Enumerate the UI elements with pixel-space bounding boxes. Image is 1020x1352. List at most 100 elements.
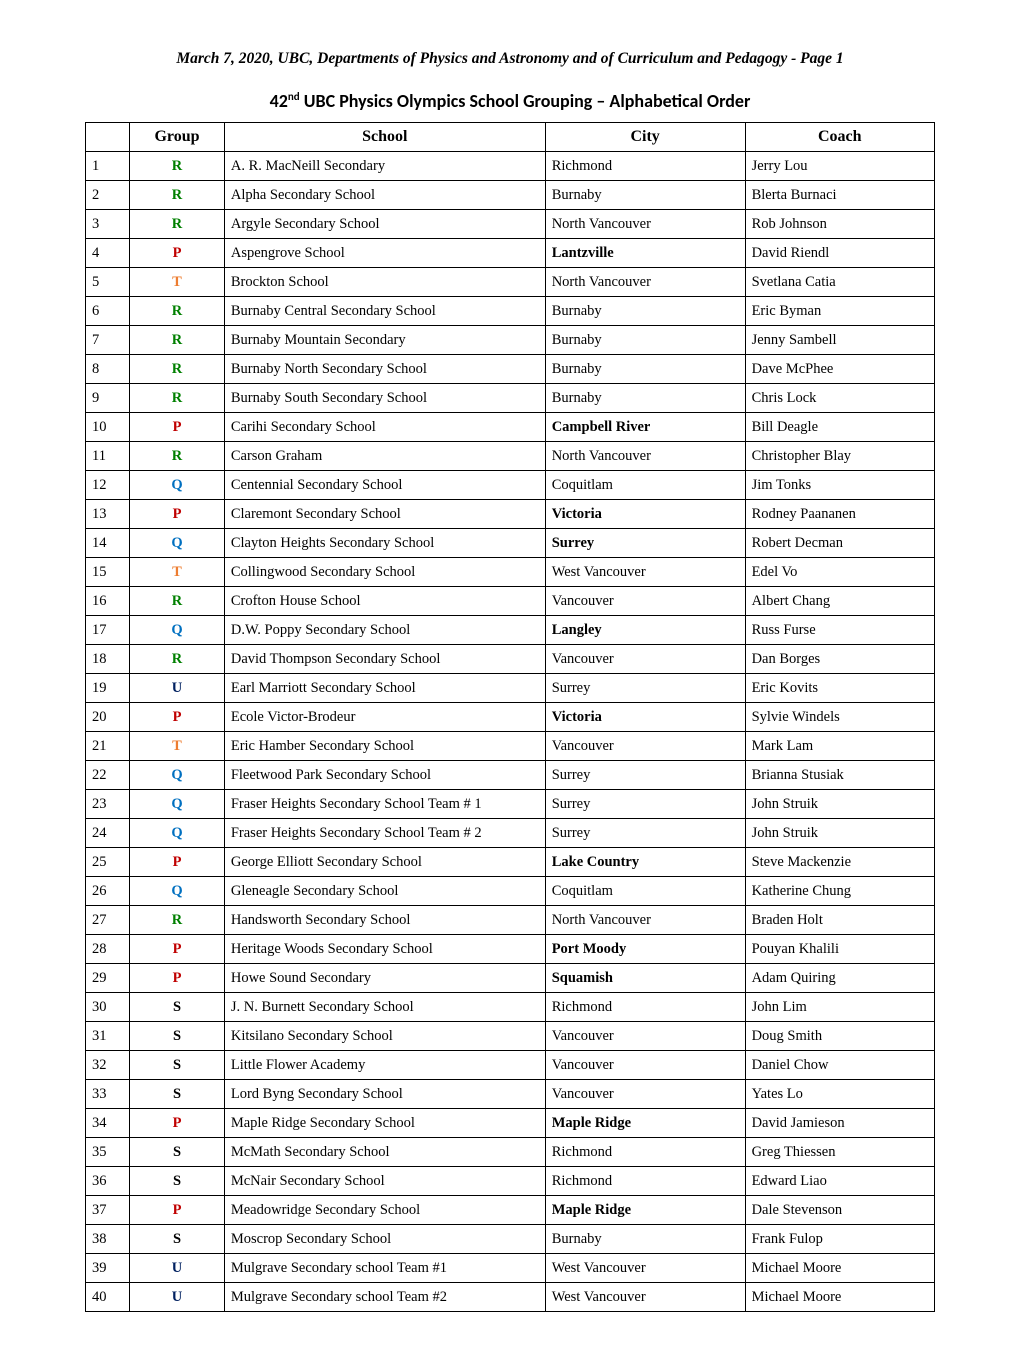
table-row: 3RArgyle Secondary SchoolNorth Vancouver… [86, 210, 935, 239]
cell-num: 17 [86, 616, 130, 645]
cell-city: Lake Country [545, 848, 745, 877]
cell-num: 19 [86, 674, 130, 703]
cell-num: 9 [86, 384, 130, 413]
cell-school: Mulgrave Secondary school Team #1 [224, 1254, 545, 1283]
cell-city: Maple Ridge [545, 1196, 745, 1225]
cell-group: R [130, 210, 225, 239]
cell-group: S [130, 1167, 225, 1196]
cell-city: West Vancouver [545, 558, 745, 587]
cell-group: Q [130, 877, 225, 906]
cell-num: 31 [86, 1022, 130, 1051]
cell-city: Vancouver [545, 732, 745, 761]
cell-school: McMath Secondary School [224, 1138, 545, 1167]
cell-city: Langley [545, 616, 745, 645]
table-row: 13PClaremont Secondary SchoolVictoriaRod… [86, 500, 935, 529]
cell-school: Moscrop Secondary School [224, 1225, 545, 1254]
cell-group: Q [130, 471, 225, 500]
cell-city: Surrey [545, 674, 745, 703]
cell-school: Handsworth Secondary School [224, 906, 545, 935]
cell-city: Richmond [545, 993, 745, 1022]
cell-school: David Thompson Secondary School [224, 645, 545, 674]
cell-num: 39 [86, 1254, 130, 1283]
cell-city: West Vancouver [545, 1254, 745, 1283]
cell-num: 15 [86, 558, 130, 587]
title-prefix: 42 [270, 90, 288, 112]
cell-school: Argyle Secondary School [224, 210, 545, 239]
cell-school: Clayton Heights Secondary School [224, 529, 545, 558]
cell-num: 5 [86, 268, 130, 297]
cell-group: T [130, 268, 225, 297]
cell-city: Vancouver [545, 1080, 745, 1109]
cell-city: Coquitlam [545, 471, 745, 500]
cell-city: Maple Ridge [545, 1109, 745, 1138]
table-row: 34PMaple Ridge Secondary SchoolMaple Rid… [86, 1109, 935, 1138]
table-row: 7RBurnaby Mountain SecondaryBurnabyJenny… [86, 326, 935, 355]
cell-group: R [130, 152, 225, 181]
cell-group: R [130, 297, 225, 326]
table-row: 17QD.W. Poppy Secondary SchoolLangleyRus… [86, 616, 935, 645]
cell-group: S [130, 1022, 225, 1051]
cell-city: Victoria [545, 500, 745, 529]
table-row: 30SJ. N. Burnett Secondary SchoolRichmon… [86, 993, 935, 1022]
cell-num: 13 [86, 500, 130, 529]
page-title: 42nd UBC Physics Olympics School Groupin… [85, 90, 935, 112]
cell-school: Collingwood Secondary School [224, 558, 545, 587]
cell-group: U [130, 1254, 225, 1283]
cell-city: Surrey [545, 761, 745, 790]
cell-group: R [130, 645, 225, 674]
cell-coach: Russ Furse [745, 616, 934, 645]
cell-coach: Dan Borges [745, 645, 934, 674]
table-row: 21TEric Hamber Secondary SchoolVancouver… [86, 732, 935, 761]
cell-group: U [130, 674, 225, 703]
cell-coach: Frank Fulop [745, 1225, 934, 1254]
cell-school: Gleneagle Secondary School [224, 877, 545, 906]
cell-group: Q [130, 616, 225, 645]
cell-city: Burnaby [545, 384, 745, 413]
cell-school: Aspengrove School [224, 239, 545, 268]
table-row: 29PHowe Sound SecondarySquamishAdam Quir… [86, 964, 935, 993]
cell-num: 24 [86, 819, 130, 848]
cell-coach: Greg Thiessen [745, 1138, 934, 1167]
cell-school: Earl Marriott Secondary School [224, 674, 545, 703]
cell-coach: Braden Holt [745, 906, 934, 935]
cell-school: Meadowridge Secondary School [224, 1196, 545, 1225]
cell-coach: Rodney Paananen [745, 500, 934, 529]
cell-num: 11 [86, 442, 130, 471]
cell-coach: Daniel Chow [745, 1051, 934, 1080]
cell-city: Surrey [545, 790, 745, 819]
cell-school: Burnaby South Secondary School [224, 384, 545, 413]
cell-city: Vancouver [545, 1022, 745, 1051]
cell-coach: David Riendl [745, 239, 934, 268]
cell-num: 12 [86, 471, 130, 500]
cell-num: 29 [86, 964, 130, 993]
cell-num: 7 [86, 326, 130, 355]
cell-group: Q [130, 529, 225, 558]
cell-group: R [130, 326, 225, 355]
cell-city: Squamish [545, 964, 745, 993]
cell-num: 32 [86, 1051, 130, 1080]
cell-group: P [130, 935, 225, 964]
cell-group: U [130, 1283, 225, 1312]
cell-school: Burnaby North Secondary School [224, 355, 545, 384]
cell-num: 33 [86, 1080, 130, 1109]
cell-group: Q [130, 790, 225, 819]
cell-num: 26 [86, 877, 130, 906]
table-row: 33SLord Byng Secondary SchoolVancouverYa… [86, 1080, 935, 1109]
cell-coach: Blerta Burnaci [745, 181, 934, 210]
cell-num: 34 [86, 1109, 130, 1138]
cell-coach: Christopher Blay [745, 442, 934, 471]
cell-coach: Brianna Stusiak [745, 761, 934, 790]
cell-coach: John Lim [745, 993, 934, 1022]
cell-group: P [130, 703, 225, 732]
table-row: 40UMulgrave Secondary school Team #2West… [86, 1283, 935, 1312]
cell-group: S [130, 1051, 225, 1080]
cell-group: T [130, 558, 225, 587]
table-row: 24QFraser Heights Secondary School Team … [86, 819, 935, 848]
cell-group: R [130, 384, 225, 413]
cell-city: Vancouver [545, 587, 745, 616]
cell-num: 21 [86, 732, 130, 761]
title-super: nd [288, 90, 300, 103]
cell-city: Surrey [545, 819, 745, 848]
cell-city: Burnaby [545, 1225, 745, 1254]
table-row: 27RHandsworth Secondary SchoolNorth Vanc… [86, 906, 935, 935]
